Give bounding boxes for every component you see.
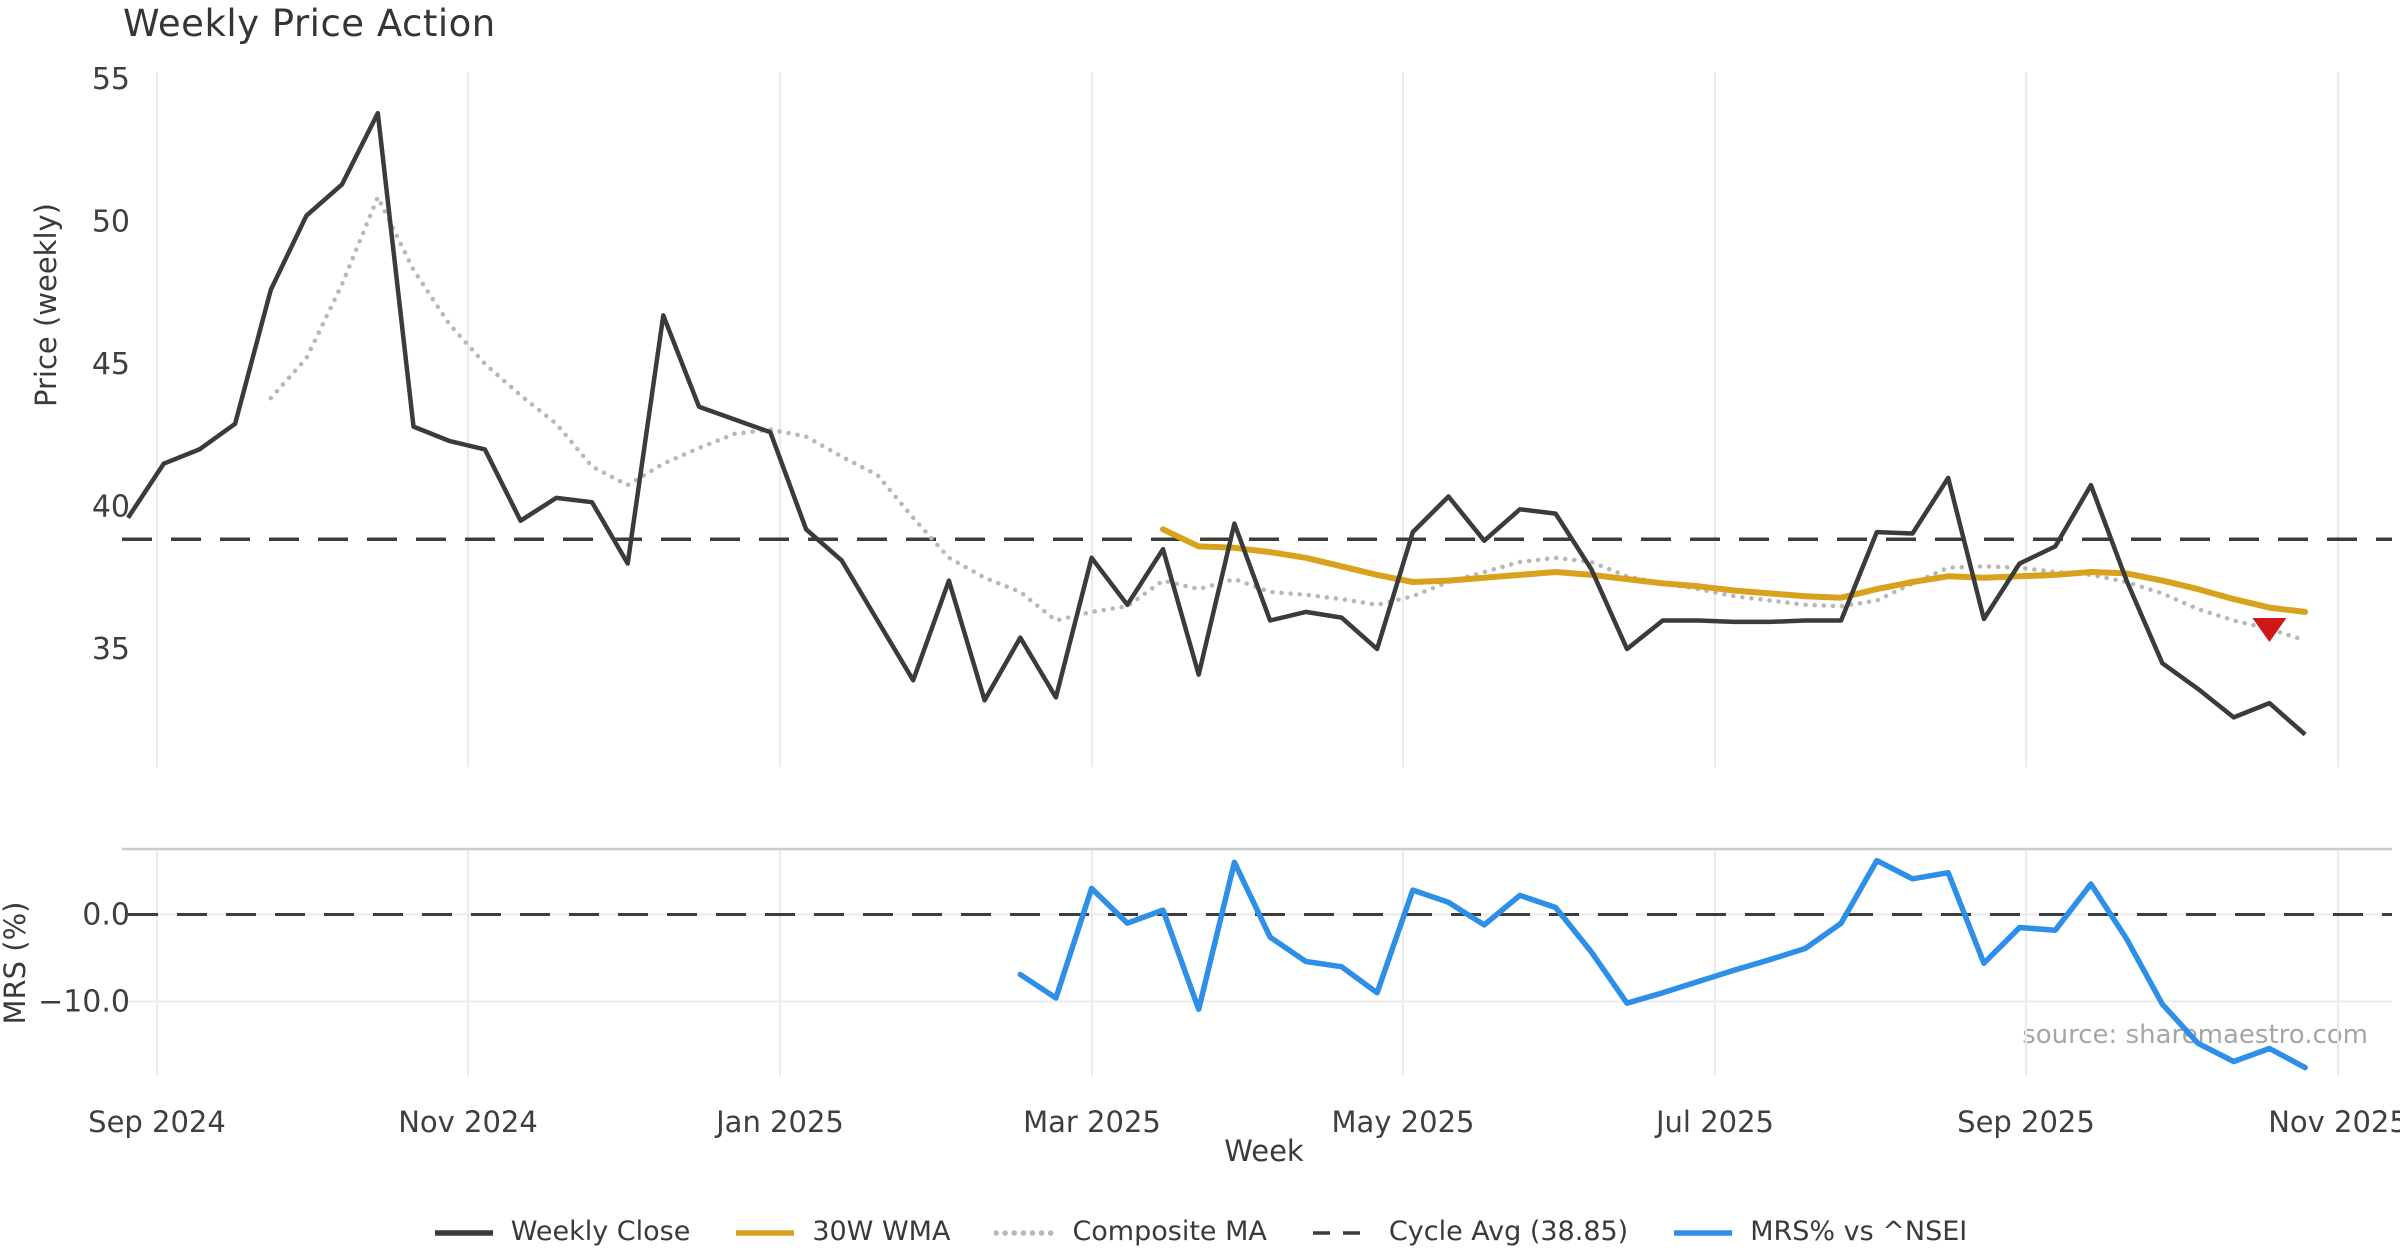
legend-item-mrs-vs-nsei: MRS% vs ^NSEI	[1672, 1216, 1967, 1247]
weekly-close-line	[126, 110, 2307, 737]
legend-label: Composite MA	[1072, 1216, 1267, 1247]
page-title: Weekly Price Action	[123, 2, 496, 45]
legend-item-weekly-close: Weekly Close	[433, 1216, 691, 1247]
month-tick-label: Nov 2024	[398, 1105, 538, 1139]
month-tick-label: Jul 2025	[1654, 1105, 1774, 1139]
composite-ma-line	[268, 194, 2308, 643]
legend-label: Weekly Close	[510, 1216, 691, 1247]
legend-item-30w-wma: 30W WMA	[734, 1216, 950, 1247]
source-watermark: source: sharemaestro.com	[2022, 1020, 2368, 1050]
legend-item-cycle-avg-38-85: Cycle Avg (38.85)	[1311, 1216, 1628, 1247]
mrs-tick-label: −10.0	[38, 985, 130, 1020]
legend-label: MRS% vs ^NSEI	[1750, 1216, 1968, 1247]
price-tick-label: 35	[92, 632, 130, 667]
mrs-line	[1017, 857, 2308, 1071]
legend-label: 30W WMA	[812, 1216, 951, 1247]
week-axis-label: Week	[1224, 1134, 1304, 1168]
month-tick-label: May 2025	[1332, 1105, 1475, 1139]
wma-30w-line	[1160, 526, 2309, 615]
month-tick-label: Sep 2024	[88, 1105, 226, 1139]
legend-swatch	[736, 1229, 795, 1236]
legend-item-composite-ma: Composite MA	[994, 1216, 1267, 1247]
legend-swatch	[1312, 1230, 1371, 1235]
mrs-tick-label: 0.0	[82, 898, 130, 933]
legend-swatch	[434, 1229, 493, 1236]
chart-legend: Weekly Close 30W WMA Composite MA Cycle Avg…	[0, 1216, 2400, 1247]
price-tick-label: 45	[92, 347, 130, 382]
month-tick-label: Sep 2025	[1957, 1105, 2095, 1139]
month-tick-label: Jan 2025	[714, 1105, 844, 1139]
legend-swatch	[994, 1229, 1057, 1236]
legend-label: Cycle Avg (38.85)	[1388, 1216, 1629, 1247]
price-tick-label: 50	[92, 204, 130, 239]
month-tick-label: Nov 2025	[2268, 1105, 2400, 1139]
legend-swatch	[1674, 1229, 1733, 1236]
sell-signal-marker	[2252, 618, 2287, 643]
price-tick-label: 40	[92, 489, 130, 524]
price-tick-label: 55	[92, 62, 130, 97]
month-tick-label: Mar 2025	[1023, 1105, 1161, 1139]
